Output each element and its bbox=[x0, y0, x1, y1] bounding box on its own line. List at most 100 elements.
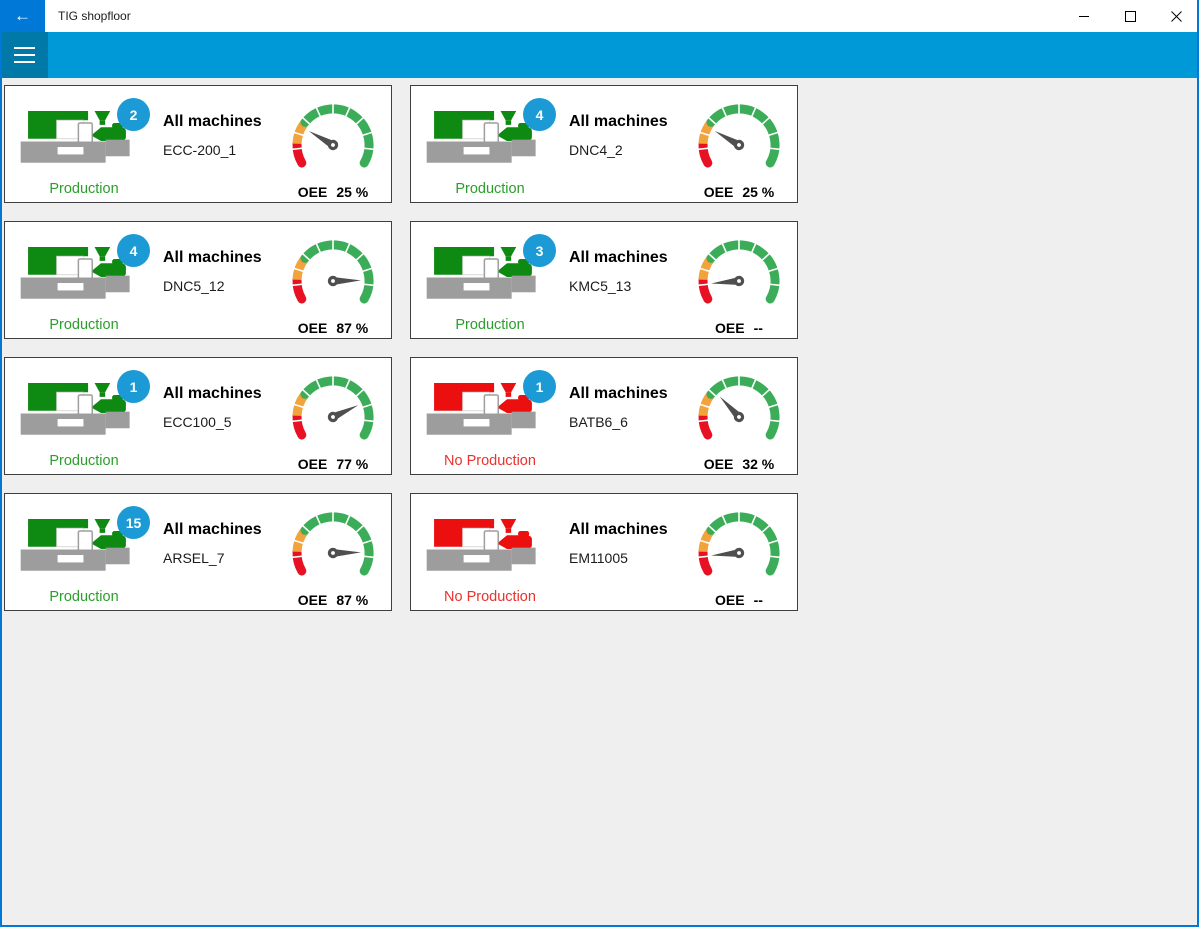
gauge-ticks bbox=[698, 376, 780, 423]
title-bar: ← TIG shopfloor bbox=[0, 0, 1199, 32]
back-button[interactable]: ← bbox=[0, 0, 45, 32]
machine-name: ECC-200_1 bbox=[163, 142, 237, 158]
oee-readout: OEE 25 % bbox=[277, 184, 389, 200]
oee-gauge-area: OEE 25 % bbox=[277, 86, 389, 202]
maximize-icon bbox=[1124, 10, 1136, 22]
oee-readout: OEE 87 % bbox=[277, 592, 389, 608]
oee-gauge bbox=[292, 376, 374, 440]
production-status-label: Production bbox=[455, 181, 525, 197]
gauge-needle bbox=[714, 131, 745, 151]
machine-name: KMC5_13 bbox=[569, 278, 632, 294]
card-text-area: All machines ECC100_5 bbox=[163, 358, 277, 474]
machine-name: DNC5_12 bbox=[163, 278, 225, 294]
machine-visual-area: 4 Production bbox=[411, 86, 569, 202]
machine-cards-grid: 2 Production All machines ECC-200_1 bbox=[4, 85, 1199, 611]
machine-group-card[interactable]: 15 Production All machines ARSEL_7 bbox=[4, 493, 392, 611]
gauge-ticks bbox=[292, 240, 374, 287]
production-status-label: Production bbox=[49, 453, 119, 469]
card-title: All machines bbox=[569, 521, 668, 538]
window-controls bbox=[1061, 0, 1199, 32]
window-title: TIG shopfloor bbox=[58, 9, 131, 23]
oee-readout: OEE 77 % bbox=[277, 456, 389, 472]
machine-count-badge: 2 bbox=[117, 98, 150, 131]
content-area: 2 Production All machines ECC-200_1 bbox=[0, 78, 1199, 611]
oee-label: OEE bbox=[297, 592, 328, 608]
card-title: All machines bbox=[163, 113, 262, 130]
card-text-area: All machines DNC5_12 bbox=[163, 222, 277, 338]
oee-gauge bbox=[698, 512, 780, 576]
machine-visual-area: 1 No Production bbox=[411, 358, 569, 474]
machine-count-badge: 3 bbox=[523, 234, 556, 267]
oee-gauge-area: OEE 32 % bbox=[683, 358, 795, 474]
gauge-ticks bbox=[292, 104, 374, 151]
oee-gauge bbox=[292, 104, 374, 168]
oee-label: OEE bbox=[297, 456, 328, 472]
oee-gauge-area: OEE -- bbox=[683, 494, 795, 610]
oee-value: 32 % bbox=[742, 456, 775, 472]
card-text-area: All machines EM11005 bbox=[569, 494, 683, 610]
machine-visual-area: 4 Production bbox=[5, 222, 163, 338]
oee-readout: OEE -- bbox=[683, 320, 795, 336]
oee-gauge-area: OEE 87 % bbox=[277, 222, 389, 338]
machine-visual-area: 3 Production bbox=[411, 222, 569, 338]
card-title: All machines bbox=[163, 385, 262, 402]
oee-label: OEE bbox=[703, 456, 734, 472]
back-arrow-icon: ← bbox=[14, 6, 31, 25]
gauge-needle bbox=[308, 131, 339, 151]
gauge-ticks bbox=[698, 512, 780, 559]
machine-count-badge: 1 bbox=[523, 370, 556, 403]
machine-count-value: 1 bbox=[129, 378, 138, 395]
injection-molding-machine-icon bbox=[20, 247, 130, 299]
machine-group-card[interactable]: No Production All machines EM11005 bbox=[410, 493, 798, 611]
oee-readout: OEE -- bbox=[683, 592, 795, 608]
machine-group-card[interactable]: 1 Production All machines ECC100_5 bbox=[4, 357, 392, 475]
oee-gauge-area: OEE 87 % bbox=[277, 494, 389, 610]
production-status-label: No Production bbox=[444, 589, 536, 605]
oee-gauge bbox=[292, 512, 374, 576]
minimize-icon bbox=[1078, 15, 1089, 17]
gauge-needle bbox=[327, 547, 361, 559]
machine-group-card[interactable]: 4 Production All machines DNC5_12 bbox=[4, 221, 392, 339]
machine-count-value: 3 bbox=[535, 242, 544, 259]
card-title: All machines bbox=[569, 249, 668, 266]
machine-name: BATB6_6 bbox=[569, 414, 628, 430]
machine-name: ARSEL_7 bbox=[163, 550, 225, 566]
gauge-needle bbox=[327, 405, 359, 423]
oee-value: 77 % bbox=[336, 456, 369, 472]
menu-button[interactable] bbox=[0, 32, 48, 78]
machine-count-value: 4 bbox=[129, 242, 138, 259]
machine-group-card[interactable]: 3 Production All machines KMC5_13 bbox=[410, 221, 798, 339]
oee-gauge bbox=[292, 240, 374, 304]
oee-value: -- bbox=[753, 320, 763, 336]
machine-group-card[interactable]: 1 No Production All machines BATB6_6 bbox=[410, 357, 798, 475]
gauge-needle bbox=[711, 547, 745, 559]
machine-group-card[interactable]: 4 Production All machines DNC4_2 bbox=[410, 85, 798, 203]
close-button[interactable] bbox=[1153, 0, 1199, 32]
machine-count-badge: 15 bbox=[117, 506, 150, 539]
card-text-area: All machines KMC5_13 bbox=[569, 222, 683, 338]
card-title: All machines bbox=[163, 249, 262, 266]
app-bar bbox=[0, 32, 1199, 78]
machine-visual-area: 1 Production bbox=[5, 358, 163, 474]
injection-molding-machine-icon bbox=[426, 111, 536, 163]
card-text-area: All machines BATB6_6 bbox=[569, 358, 683, 474]
maximize-button[interactable] bbox=[1107, 0, 1153, 32]
machine-group-card[interactable]: 2 Production All machines ECC-200_1 bbox=[4, 85, 392, 203]
injection-molding-machine-icon bbox=[20, 111, 130, 163]
oee-gauge bbox=[698, 104, 780, 168]
close-icon bbox=[1170, 10, 1182, 22]
production-status-label: Production bbox=[49, 317, 119, 333]
oee-value: 87 % bbox=[336, 592, 369, 608]
oee-readout: OEE 87 % bbox=[277, 320, 389, 336]
gauge-needle bbox=[327, 275, 361, 287]
production-status-label: Production bbox=[455, 317, 525, 333]
oee-value: 25 % bbox=[336, 184, 369, 200]
oee-label: OEE bbox=[715, 320, 745, 336]
oee-value: 25 % bbox=[742, 184, 775, 200]
oee-label: OEE bbox=[703, 184, 734, 200]
machine-count-value: 4 bbox=[535, 106, 544, 123]
minimize-button[interactable] bbox=[1061, 0, 1107, 32]
oee-value: 87 % bbox=[336, 320, 369, 336]
machine-count-badge: 1 bbox=[117, 370, 150, 403]
oee-label: OEE bbox=[715, 592, 745, 608]
